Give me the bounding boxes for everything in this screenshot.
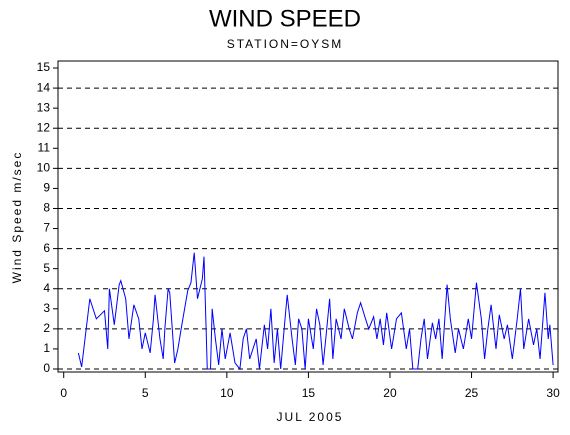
y-axis-label: Wind Speed m/sec — [10, 151, 24, 284]
x-tick-label: 0 — [60, 386, 67, 400]
y-tick-label: 7 — [43, 221, 50, 235]
y-tick-label: 6 — [43, 241, 50, 255]
y-tick-label: 11 — [38, 140, 51, 154]
data-line — [77, 252, 554, 371]
y-tick-label: 3 — [43, 301, 50, 315]
x-tick-label: 20 — [383, 386, 397, 400]
y-tick-label: 12 — [37, 120, 51, 134]
y-tick-label: 2 — [43, 321, 50, 335]
chart-title: WIND SPEED — [209, 5, 361, 32]
y-tick-label: 0 — [43, 361, 50, 375]
x-tick-label: 10 — [220, 386, 234, 400]
y-tick-label: 15 — [37, 60, 51, 74]
x-axis-label: JUL 2005 — [277, 410, 344, 424]
y-tick-label: 14 — [37, 80, 51, 94]
x-tick-label: 30 — [546, 386, 560, 400]
chart-subtitle: STATION=OYSM — [227, 37, 344, 51]
y-tick-label: 8 — [43, 201, 50, 215]
x-tick-label: 15 — [302, 386, 316, 400]
y-tick-label: 10 — [37, 161, 51, 175]
y-tick-label: 5 — [43, 261, 50, 275]
y-tick-label: 9 — [43, 181, 50, 195]
y-tick-label: 13 — [37, 100, 51, 114]
y-tick-label: 4 — [43, 281, 50, 295]
y-tick-label: 1 — [43, 341, 50, 355]
x-tick-label: 5 — [142, 386, 149, 400]
x-tick-label: 25 — [465, 386, 479, 400]
